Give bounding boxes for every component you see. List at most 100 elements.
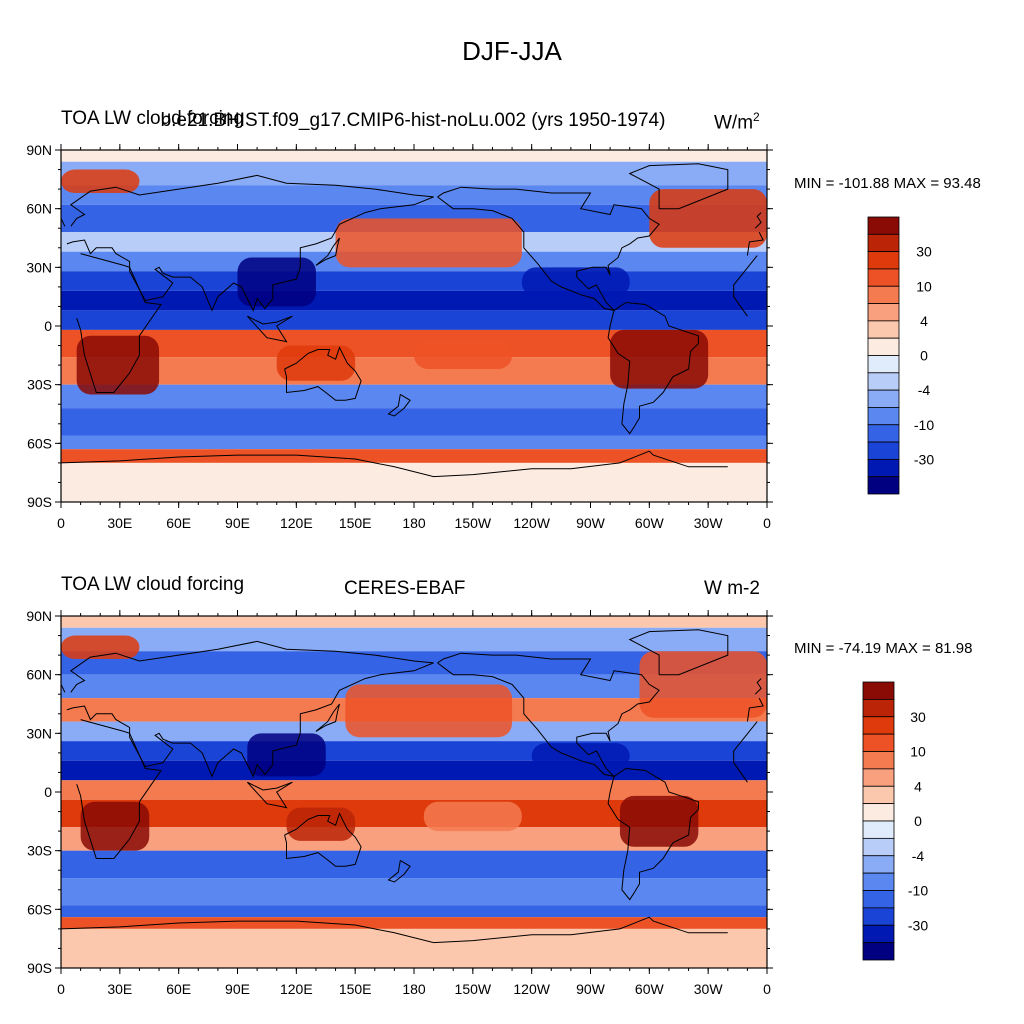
coastline xyxy=(733,721,758,763)
colorbar-1: 30 10 4 0 -4 -10 -30 xyxy=(867,216,934,495)
lon-tick-label: 150W xyxy=(455,981,492,997)
lat-tick-label: 30N xyxy=(26,259,52,275)
coastline xyxy=(387,393,411,417)
lon-tick-label: 60W xyxy=(635,981,665,997)
lat-tick-label: 90S xyxy=(27,494,52,510)
colorbar-label: -30 xyxy=(908,917,928,933)
field-band xyxy=(61,850,767,879)
colorbar-swatch xyxy=(862,716,895,735)
colorbar-label: 4 xyxy=(914,778,922,794)
lat-tick-label: 90N xyxy=(26,608,52,624)
panel1-left-title: TOA LW cloud forcing xyxy=(61,108,245,129)
coastline xyxy=(733,296,748,317)
coastline xyxy=(437,186,660,312)
coastline xyxy=(746,231,764,256)
field-patch xyxy=(521,267,630,297)
coastline xyxy=(387,859,411,883)
colorbar-swatch xyxy=(867,424,900,443)
lat-tick-label: 90S xyxy=(27,960,52,976)
field-band xyxy=(61,462,767,502)
coastline xyxy=(607,767,699,901)
field-patch xyxy=(423,801,522,832)
map-panel-2: 90N 60N 30N 0 30S 60S 90S 0 30E 60E 90E 120E 150E 180… xyxy=(26,608,773,997)
field-band xyxy=(61,928,767,968)
lon-tick-label: 90E xyxy=(225,515,250,531)
colorbar-swatch xyxy=(867,441,900,460)
colorbar-label: 0 xyxy=(914,813,922,829)
coastline xyxy=(66,174,434,312)
field-band xyxy=(61,780,767,800)
panel1-units-text: W/m xyxy=(714,112,754,134)
colorbar-swatch xyxy=(867,251,900,270)
colorbar-label: -4 xyxy=(912,848,925,864)
colorbar-label: 30 xyxy=(916,244,932,260)
field-patch xyxy=(80,801,150,851)
coastline xyxy=(66,640,434,778)
colorbar-swatch xyxy=(867,233,900,253)
field-band xyxy=(61,760,767,781)
field-patch xyxy=(237,257,316,307)
colorbar-swatch xyxy=(862,924,895,944)
field-patch xyxy=(61,635,140,660)
field-patch xyxy=(76,335,160,395)
lon-tick-label: 60E xyxy=(166,981,191,997)
lon-tick-label: 60W xyxy=(635,515,665,531)
colorbar-swatch xyxy=(867,372,900,391)
colorbar-swatch xyxy=(867,355,900,374)
coastline xyxy=(60,684,66,693)
colorbar-label: -10 xyxy=(914,417,934,433)
lon-tick-label: 30W xyxy=(694,981,724,997)
coastline xyxy=(733,762,748,783)
field-band xyxy=(61,651,767,675)
lon-tick-label: 30W xyxy=(694,515,724,531)
coastline xyxy=(628,629,729,676)
field-band xyxy=(61,384,767,409)
colorbar-swatch xyxy=(862,698,895,718)
field-patch xyxy=(286,807,356,841)
colorbar-swatch xyxy=(867,285,900,304)
colorbar-swatch xyxy=(867,476,900,495)
map-panel-1: 90N 60N 30N 0 30S 60S 90S 0 30E 60E 90E 120E 150E 180… xyxy=(26,142,773,531)
colorbar-swatch xyxy=(867,320,900,339)
coastline xyxy=(754,212,762,229)
colorbar-swatch xyxy=(862,681,895,700)
panel1-min-value: -101.88 xyxy=(838,175,890,192)
field-band xyxy=(61,827,767,851)
field-patch xyxy=(639,651,767,718)
panel1-max-label: MAX = xyxy=(893,175,940,192)
coastline xyxy=(60,450,728,478)
lon-tick-label: 120W xyxy=(513,981,550,997)
colorbar-swatch xyxy=(862,907,895,926)
lat-tick-label: 30N xyxy=(26,725,52,741)
colorbar-swatch xyxy=(867,216,900,235)
lon-tick-label: 120E xyxy=(280,981,313,997)
field-band xyxy=(61,271,767,291)
lat-tick-label: 90N xyxy=(26,142,52,158)
lon-tick-label: 90W xyxy=(576,981,606,997)
panel1-minmax: MIN = -101.88 MAX = 93.48 xyxy=(794,175,981,192)
field-band xyxy=(61,310,767,330)
colorbar-swatch xyxy=(867,407,900,426)
lon-tick-label: 150E xyxy=(339,515,372,531)
coastline xyxy=(284,346,362,401)
lat-tick-label: 30S xyxy=(27,843,52,859)
coastline xyxy=(437,652,660,778)
field-band xyxy=(61,435,767,450)
lon-tick-label: 90E xyxy=(225,981,250,997)
coastline xyxy=(284,812,362,867)
lat-tick-label: 60N xyxy=(26,667,52,683)
coastline xyxy=(754,678,762,695)
panel1-min-label: MIN = xyxy=(794,175,835,192)
field-band xyxy=(61,449,767,463)
colorbar-swatch xyxy=(862,890,895,909)
coastline xyxy=(315,237,340,266)
colorbar-label: 30 xyxy=(910,709,926,725)
colorbar-2: 30 10 4 0 -4 -10 -30 xyxy=(862,681,928,961)
field-patch xyxy=(619,795,699,847)
field-band xyxy=(61,616,767,628)
colorbar-swatch xyxy=(862,820,895,839)
coastline xyxy=(246,315,293,343)
lon-tick-label: 0 xyxy=(763,515,771,531)
panel2-center-title: CERES-EBAF xyxy=(344,578,466,599)
panel2-min-label: MIN = xyxy=(794,640,835,657)
